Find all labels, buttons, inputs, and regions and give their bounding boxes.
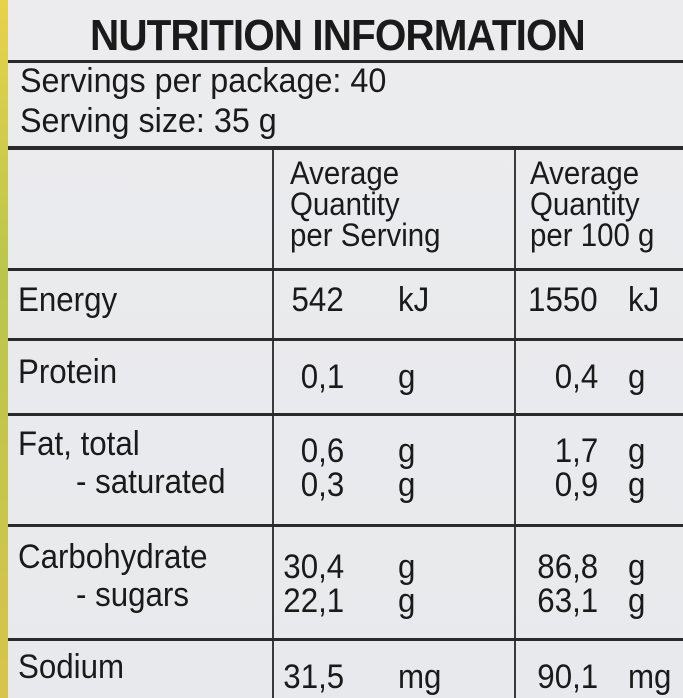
row-label-carbohydrate: Carbohydrate [18,538,208,576]
servings-per-package: Servings per package: 40 [20,62,387,100]
row-label-energy: Energy [18,281,118,319]
sugars-per-100g: 63,1 [537,582,598,620]
carbohydrate-serving-unit: g [398,548,416,586]
fat-saturated-serving-unit: g [398,466,416,504]
column-divider-serving [272,150,274,698]
sodium-per-serving: 31,5 [283,658,344,696]
fat-total-100g-unit: g [628,432,646,470]
fat-saturated-per-serving: 0,3 [300,466,344,504]
carbohydrate-100g-unit: g [628,548,646,586]
fat-total-serving-unit: g [398,432,416,470]
row-divider [8,524,683,527]
energy-per-100g: 1550 [528,281,598,319]
column-divider-100g [514,150,516,698]
sodium-per-100g: 90,1 [537,658,598,696]
row-label-protein: Protein [18,353,118,391]
panel-title: NUTRITION INFORMATION [90,11,586,60]
nutrition-panel [8,0,683,698]
row-label-sodium: Sodium [18,648,125,686]
protein-per-100g: 0,4 [554,358,598,396]
row-divider [8,413,683,416]
label-edge-decoration [0,0,8,698]
serving-size: Serving size: 35 g [20,102,277,140]
row-label-sugars: - sugars [76,576,190,614]
fat-saturated-per-100g: 0,9 [554,466,598,504]
protein-100g-unit: g [628,358,646,396]
protein-serving-unit: g [398,358,416,396]
row-divider [8,338,683,341]
carbohydrate-per-100g: 86,8 [537,548,598,586]
sodium-serving-unit: mg [398,658,442,696]
title-divider [8,60,683,63]
sugars-serving-unit: g [398,582,416,620]
row-divider [8,638,683,641]
sodium-100g-unit: mg [628,658,672,696]
column-header-per-serving: Average Quantity per Serving [290,155,441,253]
row-label-fat-total: Fat, total [18,425,140,463]
fat-saturated-100g-unit: g [628,466,646,504]
column-header-per-100g: Average Quantity per 100 g [530,155,655,253]
energy-serving-unit: kJ [398,281,430,319]
fat-total-per-serving: 0,6 [300,432,344,470]
sugars-100g-unit: g [628,582,646,620]
energy-per-serving: 542 [291,281,344,319]
fat-total-per-100g: 1,7 [554,432,598,470]
row-label-fat-saturated: - saturated [76,463,226,501]
carbohydrate-per-serving: 30,4 [283,548,344,586]
energy-100g-unit: kJ [628,281,660,319]
protein-per-serving: 0,1 [300,358,344,396]
header-divider [8,146,683,150]
row-divider [8,268,683,271]
sugars-per-serving: 22,1 [283,582,344,620]
